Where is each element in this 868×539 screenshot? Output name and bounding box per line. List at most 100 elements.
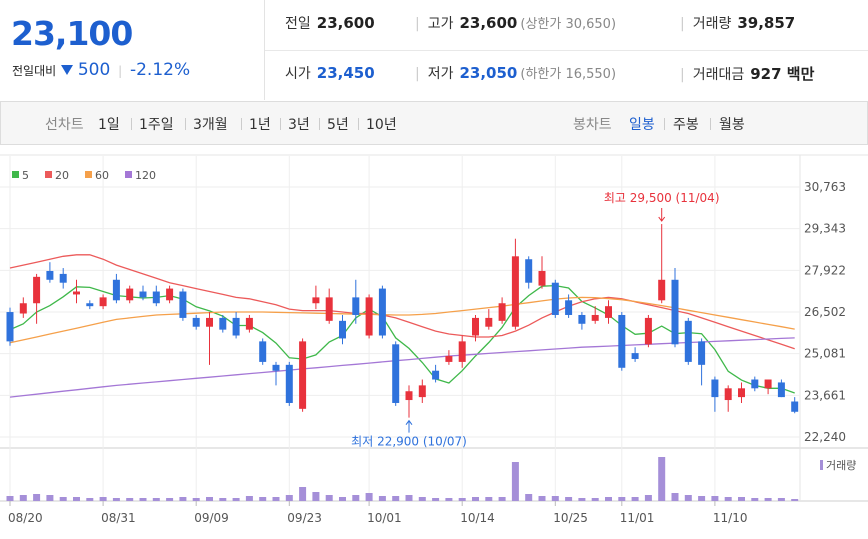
summary-label: 거래량: [692, 16, 732, 32]
candle-body: [166, 288, 174, 301]
volume-bar: [245, 496, 253, 501]
volume-bar: [472, 497, 479, 501]
volume-bar: [458, 498, 466, 501]
volume-bar: [711, 496, 719, 501]
tab[interactable]: 5년: [327, 117, 349, 133]
summary-cell: | 거래대금 927 백만: [680, 63, 814, 84]
volume-bar: [405, 495, 413, 501]
tab[interactable]: 1주일: [139, 117, 174, 133]
candle-body: [418, 385, 426, 398]
candle-body: [538, 270, 546, 286]
candle-body: [392, 344, 400, 403]
candle-body: [312, 297, 320, 304]
candle-body: [405, 391, 413, 401]
ma-line: [9, 296, 795, 344]
volume-bar: [378, 496, 386, 501]
tab-separator: [241, 118, 242, 130]
volume-bar: [166, 498, 174, 501]
quote-header: 23,100 전일대비 500 | -2.12% 전일 23,600 | 고가 23,6…: [0, 0, 868, 100]
candle-body: [126, 288, 134, 301]
volume-bar: [272, 497, 280, 501]
candle-body: [698, 341, 706, 365]
candle-body: [618, 314, 626, 368]
ma-line: [9, 254, 795, 350]
volume-bar: [445, 498, 453, 501]
tab[interactable]: 주봉: [673, 117, 699, 133]
volume-bar: [179, 497, 187, 501]
x-tick-label: 11/01: [620, 511, 655, 525]
chart: 30,763 29,343 27,922 26,502 25,081 23,661 22,2…: [0, 154, 868, 525]
annotation-arrow: [658, 208, 666, 222]
volume-bar: [206, 497, 213, 501]
legend-swatch: [85, 171, 92, 178]
candle-body: [272, 364, 280, 371]
candle-body: [73, 291, 80, 295]
candle-body: [777, 382, 785, 398]
volume-bar: [312, 492, 320, 501]
volume-legend-swatch: [820, 460, 823, 470]
candle-body: [285, 364, 293, 403]
summary-cell: | 고가 23,600 (상한가 30,650): [415, 13, 616, 33]
volume-bar: [671, 493, 679, 501]
tab[interactable]: 월봉: [719, 117, 745, 133]
summary-label: 거래대금: [692, 67, 745, 83]
candle-body: [684, 320, 692, 362]
legend-label: 20: [55, 169, 69, 182]
y-tick-label: 29,343: [804, 222, 846, 236]
candle-body: [86, 303, 94, 307]
tab[interactable]: 3개월: [193, 117, 228, 133]
candle-body: [299, 341, 307, 409]
summary-value: 23,050: [459, 64, 518, 82]
volume-bar: [259, 497, 267, 501]
volume-bar: [591, 498, 599, 501]
tab[interactable]: 1일: [98, 117, 120, 133]
candle-body: [631, 353, 639, 359]
x-tick-label: 10/25: [553, 511, 588, 525]
legend-swatch: [125, 171, 132, 178]
candle-body: [605, 306, 612, 318]
volume-bar: [498, 497, 506, 501]
tab[interactable]: 3년: [288, 117, 310, 133]
candle-body: [59, 273, 67, 283]
summary-label: 전일: [285, 16, 311, 32]
volume-bar: [59, 497, 67, 501]
candle-body: [33, 276, 41, 304]
tab[interactable]: 10년: [366, 117, 397, 133]
volume-bar: [578, 498, 586, 501]
volume-bar: [724, 497, 732, 501]
tab[interactable]: 1년: [249, 117, 271, 133]
candle-body: [19, 303, 27, 314]
tab[interactable]: 일봉: [629, 117, 655, 133]
ma-line: [9, 284, 795, 394]
x-tick-label: 10/14: [460, 511, 495, 525]
candle-body: [551, 282, 559, 315]
candle-body: [751, 379, 759, 389]
volume-bar: [99, 497, 107, 501]
x-tick-label: 08/20: [8, 511, 43, 525]
y-tick-label: 25,081: [804, 347, 846, 361]
candle-body: [578, 314, 586, 324]
candle-body: [764, 379, 772, 389]
volume-bar: [325, 495, 333, 501]
candle-body: [671, 279, 679, 345]
legend-label: 5: [22, 169, 29, 182]
candle-body: [591, 314, 599, 321]
tab-separator: [664, 118, 665, 130]
candle-body: [325, 297, 333, 321]
summary-row: 시가 23,450 | 저가 23,050 (하한가 16,550) | 거래대금 927 백만: [265, 50, 868, 100]
volume-bar: [791, 499, 799, 501]
summary-cell: 시가 23,450: [285, 63, 375, 83]
volume-bar: [631, 497, 639, 501]
x-tick-label: 09/23: [287, 511, 322, 525]
volume-bar: [112, 498, 120, 501]
volume-bar: [126, 498, 134, 501]
x-tick-label: 10/01: [367, 511, 402, 525]
separator: |: [118, 64, 123, 78]
candle-body: [245, 317, 253, 330]
separator: |: [415, 66, 420, 82]
down-arrow: [61, 65, 73, 75]
volume-bar: [19, 495, 27, 501]
volume-bar: [46, 495, 54, 501]
candle-body: [99, 297, 107, 307]
tab-group-label: 선차트: [45, 117, 84, 133]
